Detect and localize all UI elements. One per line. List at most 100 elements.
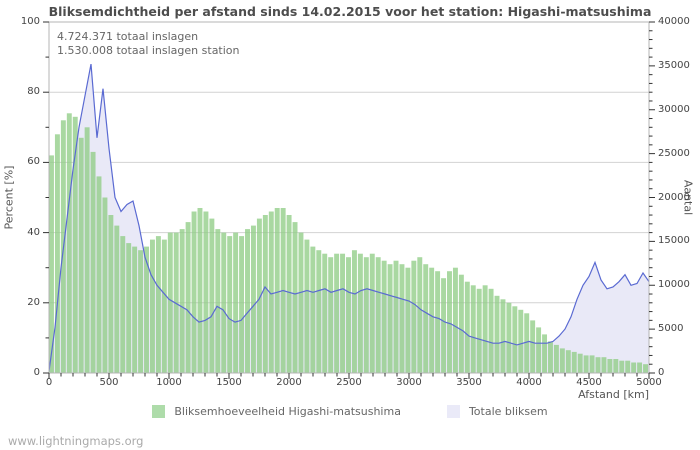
- x-tick-label: 3000: [396, 377, 422, 388]
- station-bar: [393, 260, 399, 373]
- station-bar: [310, 246, 316, 373]
- station-bar: [482, 285, 488, 374]
- x-tick-label: 2000: [276, 377, 302, 388]
- station-bar: [149, 239, 155, 373]
- station-bar: [458, 274, 464, 373]
- station-bar: [197, 208, 203, 373]
- x-tick-label: 1500: [216, 377, 242, 388]
- station-bar: [577, 353, 583, 373]
- station-bar: [518, 309, 524, 373]
- right-tick-label: 15000: [658, 235, 690, 247]
- station-bar: [191, 211, 197, 373]
- station-bar: [601, 357, 607, 373]
- station-bar: [571, 351, 577, 373]
- station-bar: [316, 250, 322, 373]
- station-bar: [607, 359, 613, 373]
- station-bar: [155, 236, 161, 373]
- station-bar: [340, 253, 346, 373]
- station-bar: [96, 176, 102, 373]
- station-bar: [221, 232, 227, 373]
- x-tick-label: 5000: [636, 377, 662, 388]
- station-bar: [66, 113, 72, 374]
- station-bar: [114, 225, 120, 373]
- legend-label: Bliksemhoeveelheid Higashi-matsushima: [174, 405, 401, 418]
- station-bar: [90, 151, 96, 373]
- station-bar: [322, 253, 328, 373]
- station-bar: [203, 211, 209, 373]
- station-bar: [144, 246, 149, 373]
- station-bar: [506, 302, 512, 373]
- station-bar: [387, 264, 393, 373]
- station-bar: [274, 208, 280, 373]
- station-bar: [179, 229, 185, 373]
- station-bar: [256, 218, 262, 373]
- station-bar: [239, 236, 245, 373]
- station-bar: [470, 285, 476, 374]
- station-bar: [524, 313, 530, 373]
- station-bar: [233, 232, 239, 373]
- station-bar: [363, 257, 369, 373]
- station-bar: [441, 278, 447, 373]
- right-tick-label: 25000: [658, 147, 690, 159]
- x-tick-label: 4000: [516, 377, 542, 388]
- annotation-total-strikes-station: 1.530.008 totaal inslagen station: [57, 44, 240, 57]
- station-bar: [542, 334, 548, 373]
- station-bar: [227, 236, 233, 373]
- station-bar: [161, 239, 167, 373]
- left-tick-label: 40: [27, 226, 40, 238]
- station-bar: [357, 253, 363, 373]
- station-bar: [138, 250, 144, 373]
- left-tick-label: 20: [27, 296, 40, 308]
- right-tick-label: 10000: [658, 279, 690, 291]
- station-bar: [423, 264, 429, 373]
- station-bar: [268, 211, 274, 373]
- station-bar: [405, 267, 411, 373]
- station-bar: [583, 355, 589, 373]
- station-bar: [643, 364, 648, 373]
- station-bar: [286, 215, 292, 373]
- station-bar: [494, 295, 500, 373]
- station-bar: [54, 134, 60, 373]
- total-lightning-line: [48, 63, 650, 372]
- x-tick-label: 2500: [336, 377, 362, 388]
- legend-swatch-lavender: [446, 405, 460, 418]
- station-bar: [447, 271, 452, 373]
- station-bar: [417, 257, 423, 373]
- station-bar: [565, 350, 571, 373]
- station-bar: [548, 341, 553, 373]
- station-bar: [78, 137, 84, 373]
- watermark-url: www.lightningmaps.org: [8, 434, 144, 448]
- right-tick-label: 5000: [658, 323, 684, 335]
- chart-title: Bliksemdichtheid per afstand sinds 14.02…: [48, 4, 652, 19]
- station-bar: [346, 257, 351, 373]
- station-bar: [613, 359, 619, 373]
- station-bar: [292, 222, 298, 373]
- x-tick-label: 500: [99, 377, 119, 388]
- station-bar: [215, 229, 221, 373]
- station-bar: [351, 250, 357, 373]
- station-bar: [369, 253, 375, 373]
- station-bar: [553, 344, 559, 373]
- legend-item-total-lightning: Totale bliksem: [446, 405, 548, 418]
- station-bar: [500, 299, 506, 373]
- station-bar: [619, 360, 625, 373]
- station-bar: [173, 232, 179, 373]
- station-bar: [559, 348, 565, 373]
- station-bar: [452, 267, 458, 373]
- station-bar: [536, 327, 542, 373]
- left-tick-label: 100: [20, 16, 40, 27]
- station-bar: [132, 246, 138, 373]
- x-tick-label: 1000: [156, 377, 182, 388]
- station-bar: [435, 271, 441, 373]
- station-bar: [84, 127, 90, 373]
- station-bar: [399, 264, 405, 373]
- right-tick-label: 40000: [658, 16, 690, 27]
- x-tick-label: 4500: [576, 377, 602, 388]
- station-bar: [328, 257, 334, 373]
- station-bar: [464, 281, 470, 373]
- legend-item-station-amount: Bliksemhoeveelheid Higashi-matsushima: [152, 405, 401, 418]
- station-bar: [304, 239, 310, 373]
- station-bar: [298, 232, 304, 373]
- station-bar: [209, 218, 215, 373]
